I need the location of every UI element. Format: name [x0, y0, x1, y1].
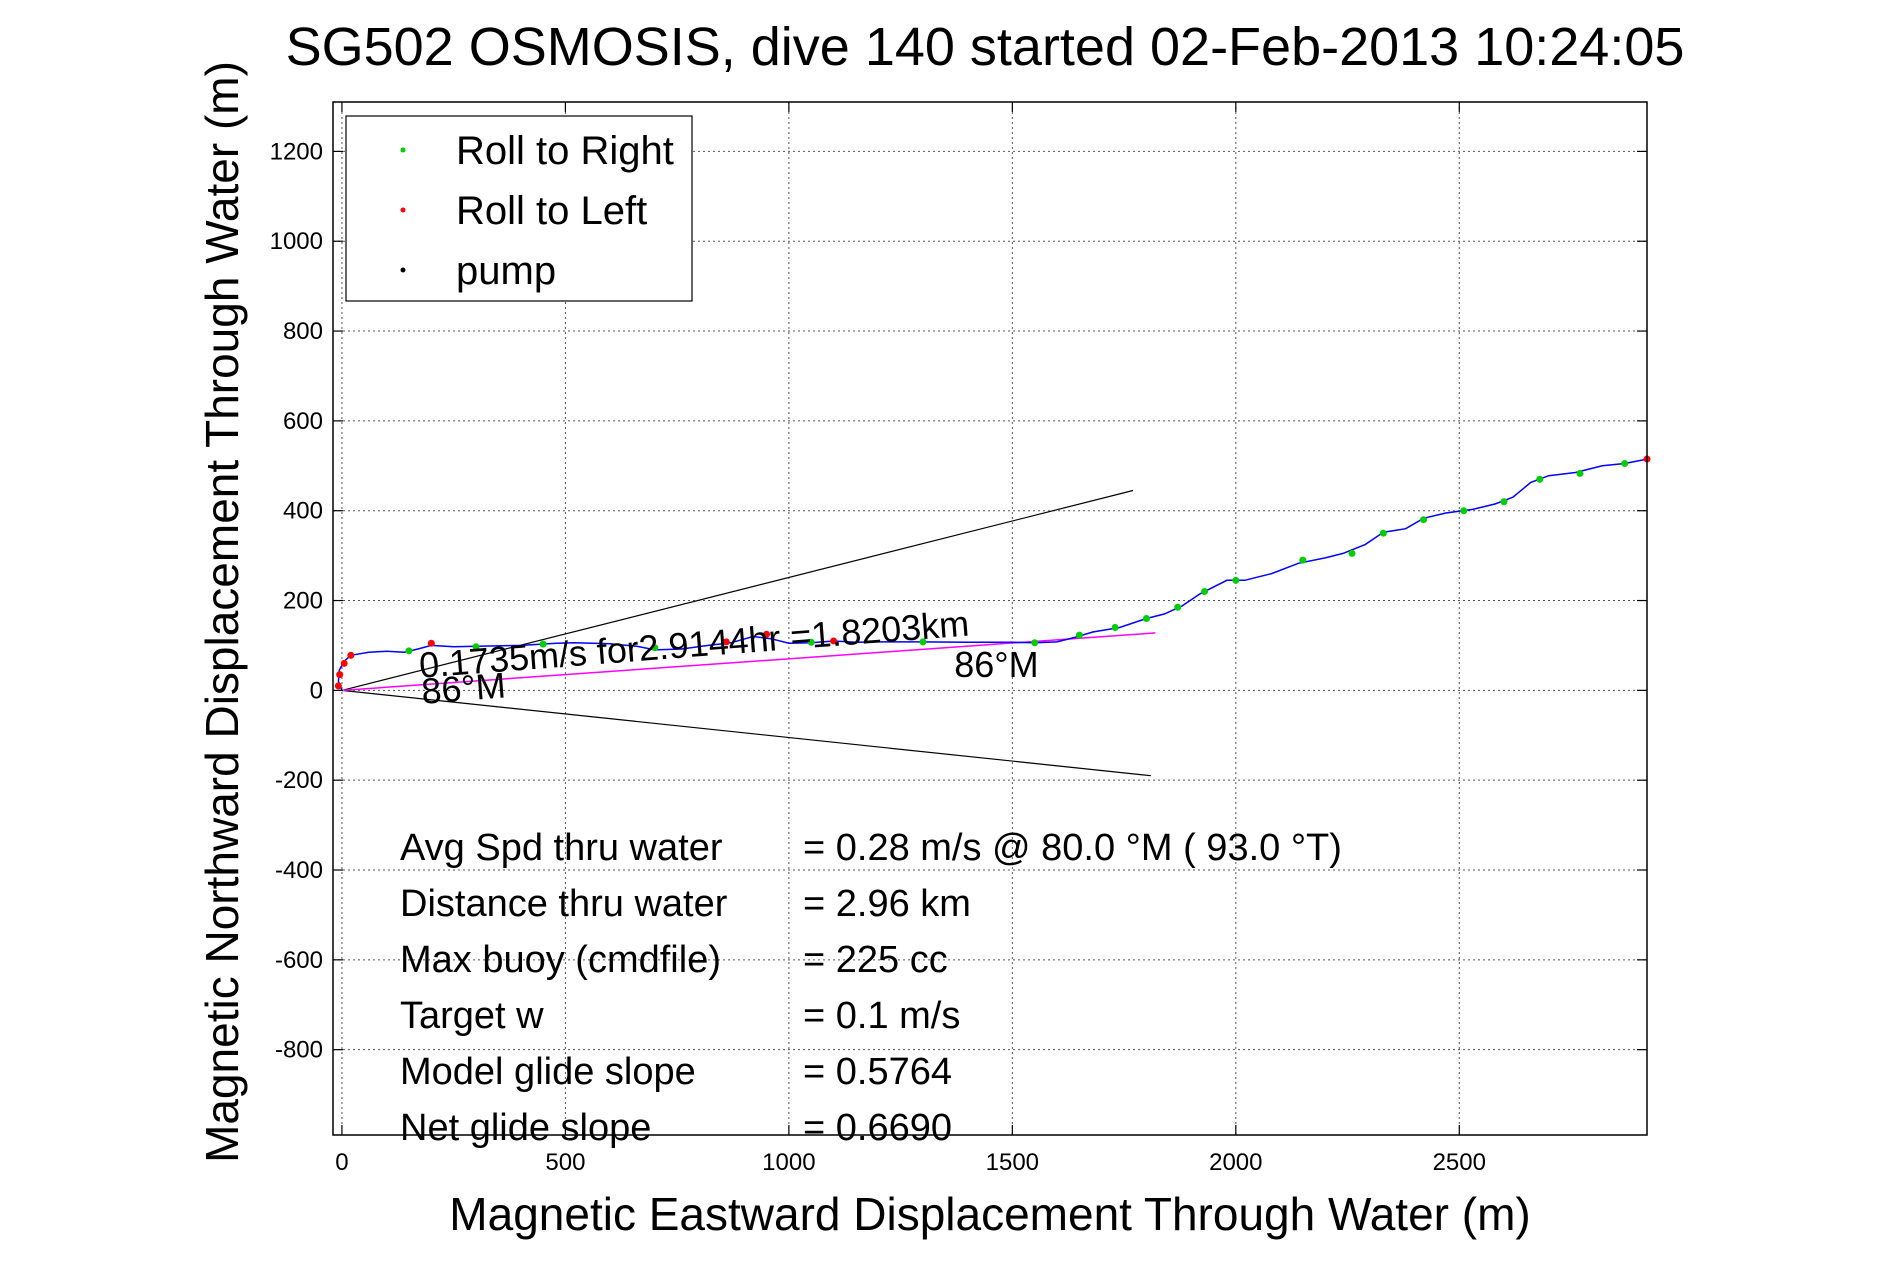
roll-right-point	[1232, 576, 1240, 584]
stats-block: Avg Spd thru water = 0.28 m/s @ 80.0 °M (…	[400, 827, 1342, 1149]
roll-right-point	[1621, 460, 1629, 468]
legend-label: Roll to Left	[456, 189, 647, 233]
stat-label: Max buoy (cmdfile)	[400, 939, 721, 981]
x-tick-label: 2000	[1209, 1149, 1262, 1176]
roll-right-point	[1460, 507, 1468, 515]
bounds-line	[341, 689, 1151, 777]
x-tick-label: 0	[335, 1149, 348, 1176]
roll-right-point	[1299, 556, 1307, 564]
stat-value: = 0.28 m/s @ 80.0 °M ( 93.0 °T)	[803, 827, 1342, 869]
axes-box	[332, 101, 1648, 1136]
annotation-text: 86°M	[420, 664, 507, 711]
y-tick-label: -800	[275, 1037, 323, 1064]
stat-label: Model glide slope	[400, 1051, 696, 1093]
roll-right-point	[1348, 549, 1356, 557]
roll-right-point	[1201, 588, 1209, 596]
legend-label: pump	[456, 249, 556, 293]
legend-label: Roll to Right	[456, 129, 674, 173]
track-path	[337, 458, 1648, 691]
y-tick-label: -200	[275, 767, 323, 794]
x-tick-label: 1000	[762, 1149, 815, 1176]
legend: Roll to Right Roll to Left pump	[345, 115, 693, 302]
roll-left-point	[830, 637, 838, 645]
legend-marker	[400, 147, 406, 153]
y-tick-label: -600	[275, 947, 323, 974]
x-tick-label: 2500	[1433, 1149, 1486, 1176]
stat-value: = 2.96 km	[803, 883, 971, 925]
x-axis-label: Magnetic Eastward Displacement Through W…	[449, 1188, 1530, 1240]
roll-markers	[334, 455, 1651, 690]
y-tick-label: -400	[275, 857, 323, 884]
roll-right-point	[1576, 469, 1584, 477]
stat-value: = 0.1 m/s	[803, 995, 960, 1037]
roll-right-point	[472, 643, 480, 651]
roll-right-point	[1111, 623, 1119, 631]
y-tick-label: 200	[283, 588, 323, 615]
stat-value: = 0.6690	[803, 1107, 952, 1149]
chart-title: SG502 OSMOSIS, dive 140 started 02-Feb-2…	[286, 17, 1685, 77]
x-tick-label: 500	[545, 1149, 585, 1176]
y-tick-label: 0	[310, 677, 323, 704]
stat-value: = 0.5764	[803, 1051, 952, 1093]
y-tick-label: 1000	[270, 228, 323, 255]
bounds-lines	[341, 489, 1151, 777]
y-tick-label: 800	[283, 318, 323, 345]
roll-right-point	[1031, 639, 1039, 647]
roll-right-point	[807, 638, 815, 646]
x-tick-label: 1500	[986, 1149, 1039, 1176]
roll-left-point	[334, 682, 342, 690]
grid-lines	[333, 102, 1647, 1135]
roll-right-point	[539, 640, 547, 648]
roll-right-point	[1142, 615, 1150, 622]
stat-value: = 225 cc	[803, 939, 948, 981]
stat-label: Distance thru water	[400, 883, 728, 925]
bounds-line	[341, 489, 1134, 691]
track-line	[337, 458, 1648, 691]
y-ticks: -800 -600 -400 -200 0 200 400 600 800 1000 1200	[270, 138, 1647, 1064]
y-tick-label: 1200	[270, 138, 323, 165]
roll-right-point	[651, 644, 659, 652]
roll-left-point	[347, 651, 355, 659]
roll-left-point	[722, 638, 730, 646]
roll-right-point	[1075, 631, 1083, 639]
roll-right-point	[1379, 529, 1387, 537]
stat-label: Net glide slope	[400, 1107, 651, 1149]
roll-right-point	[1174, 603, 1182, 611]
roll-right-point	[1500, 498, 1508, 506]
legend-marker	[400, 267, 406, 273]
roll-left-point	[763, 630, 771, 638]
stat-label: Target w	[400, 995, 544, 1037]
roll-right-point	[1536, 475, 1544, 483]
roll-left-point	[340, 659, 348, 667]
annotation-text: 86°M	[954, 644, 1038, 685]
roll-left-point	[336, 671, 344, 679]
legend-marker	[400, 207, 406, 213]
y-tick-label: 600	[283, 408, 323, 435]
y-tick-label: 400	[283, 498, 323, 525]
x-ticks: 0 500 1000 1500 2000 2500	[335, 102, 1486, 1176]
roll-right-point	[919, 638, 927, 646]
stat-label: Avg Spd thru water	[400, 827, 723, 869]
roll-left-point	[427, 639, 435, 647]
roll-right-point	[405, 647, 413, 655]
y-axis-label: Magnetic Northward Displacement Through …	[196, 61, 248, 1163]
roll-right-point	[1420, 516, 1428, 524]
